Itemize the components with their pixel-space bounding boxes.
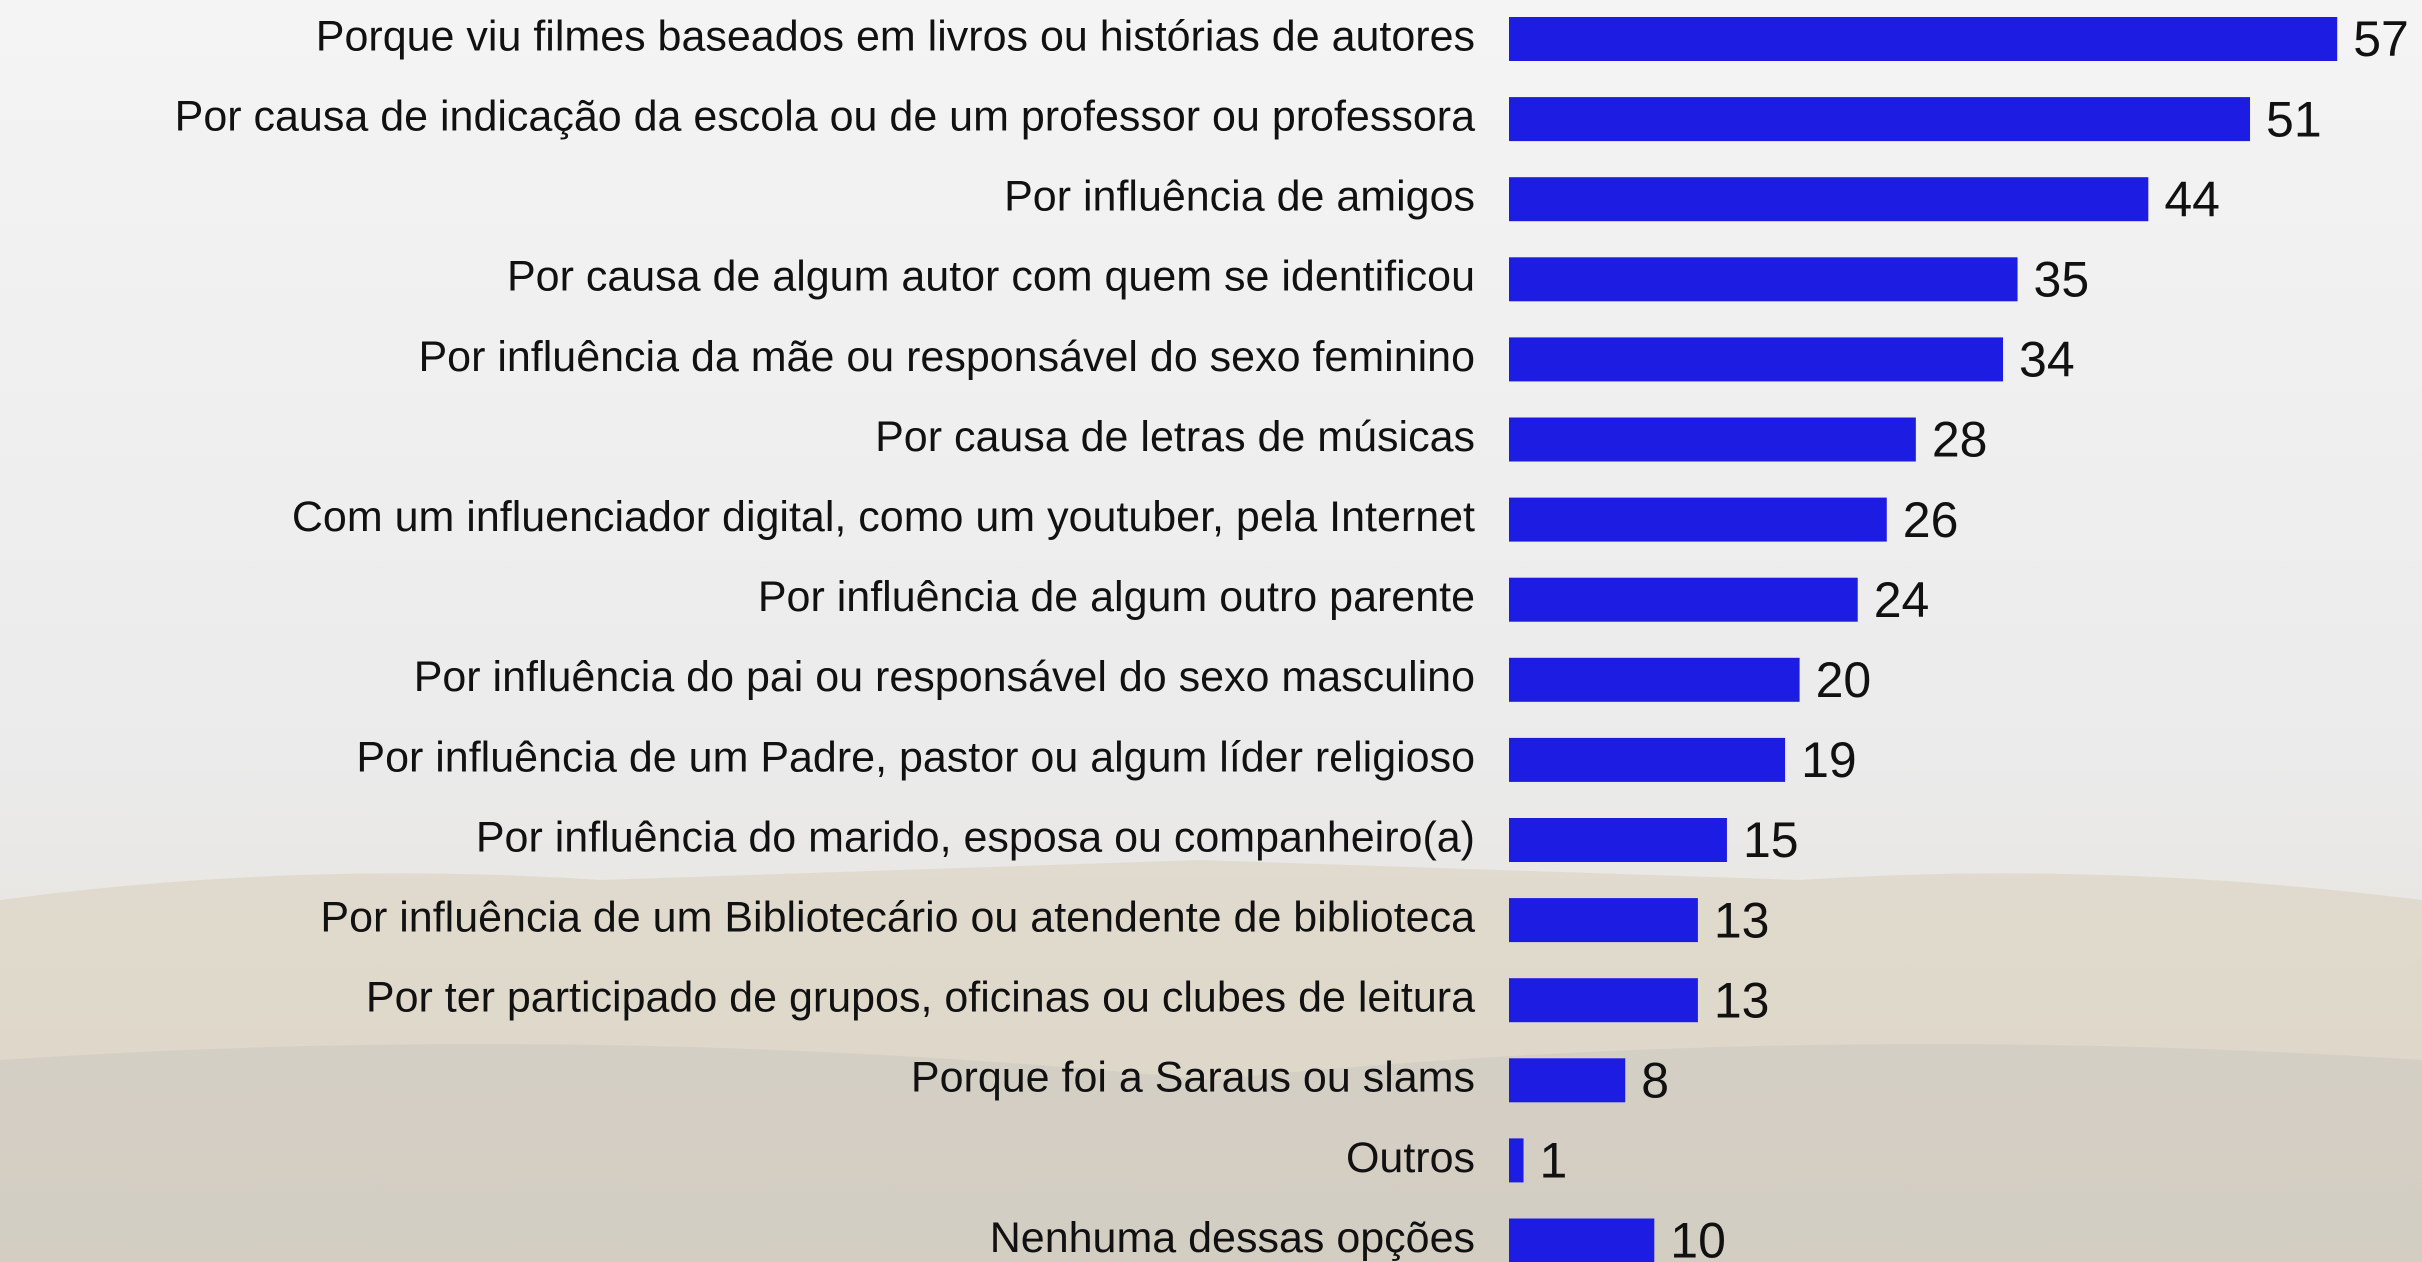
bar — [1509, 1138, 1524, 1182]
value-label: 13 — [1714, 972, 1770, 1028]
bar — [1509, 257, 2018, 301]
value-label: 34 — [2019, 332, 2075, 388]
category-label: Por influência do marido, esposa ou comp… — [476, 813, 1475, 861]
value-label: 24 — [1874, 572, 1930, 628]
category-label: Por influência do pai ou responsável do … — [414, 653, 1475, 701]
bar — [1509, 177, 2148, 221]
category-label: Por influência da mãe ou responsável do … — [418, 333, 1475, 381]
bar — [1509, 1058, 1625, 1102]
category-label: Por causa de indicação da escola ou de u… — [175, 92, 1475, 140]
value-label: 51 — [2266, 91, 2322, 147]
value-label: 1 — [1540, 1133, 1568, 1189]
bar — [1509, 1219, 1654, 1262]
category-label: Outros — [1346, 1134, 1475, 1182]
bar — [1509, 17, 2337, 61]
value-label: 44 — [2164, 171, 2220, 227]
value-label: 10 — [1670, 1213, 1726, 1262]
category-label: Por causa de algum autor com quem se ide… — [507, 253, 1475, 301]
bar — [1509, 97, 2250, 141]
value-label: 15 — [1743, 812, 1799, 868]
category-label: Nenhuma dessas opções — [990, 1214, 1475, 1262]
category-label: Com um influenciador digital, como um yo… — [292, 493, 1475, 541]
bar — [1509, 418, 1916, 462]
value-label: 8 — [1641, 1053, 1669, 1109]
bar — [1509, 578, 1858, 622]
category-label: Por influência de um Padre, pastor ou al… — [356, 733, 1475, 781]
value-label: 28 — [1932, 412, 1988, 468]
bar — [1509, 498, 1887, 542]
chart: Porque viu filmes baseados em livros ou … — [0, 0, 2422, 1262]
category-label: Por influência de amigos — [1004, 173, 1475, 221]
bar — [1509, 978, 1698, 1022]
category-label: Por influência de algum outro parente — [758, 573, 1475, 621]
category-label: Por causa de letras de músicas — [875, 413, 1475, 461]
category-label: Por ter participado de grupos, oficinas … — [366, 974, 1475, 1022]
bar — [1509, 337, 2003, 381]
category-label: Por influência de um Bibliotecário ou at… — [320, 893, 1475, 941]
bar — [1509, 818, 1727, 862]
bar — [1509, 898, 1698, 942]
value-label: 20 — [1816, 652, 1872, 708]
page: Porque viu filmes baseados em livros ou … — [0, 0, 2422, 1262]
value-label: 26 — [1903, 492, 1959, 548]
category-label: Porque viu filmes baseados em livros ou … — [316, 12, 1475, 60]
bar — [1509, 738, 1785, 782]
value-label: 13 — [1714, 892, 1770, 948]
category-label: Porque foi a Saraus ou slams — [911, 1054, 1475, 1102]
value-label: 19 — [1801, 732, 1857, 788]
value-label: 57 — [2353, 11, 2409, 67]
value-label: 35 — [2034, 252, 2090, 308]
bar — [1509, 658, 1800, 702]
